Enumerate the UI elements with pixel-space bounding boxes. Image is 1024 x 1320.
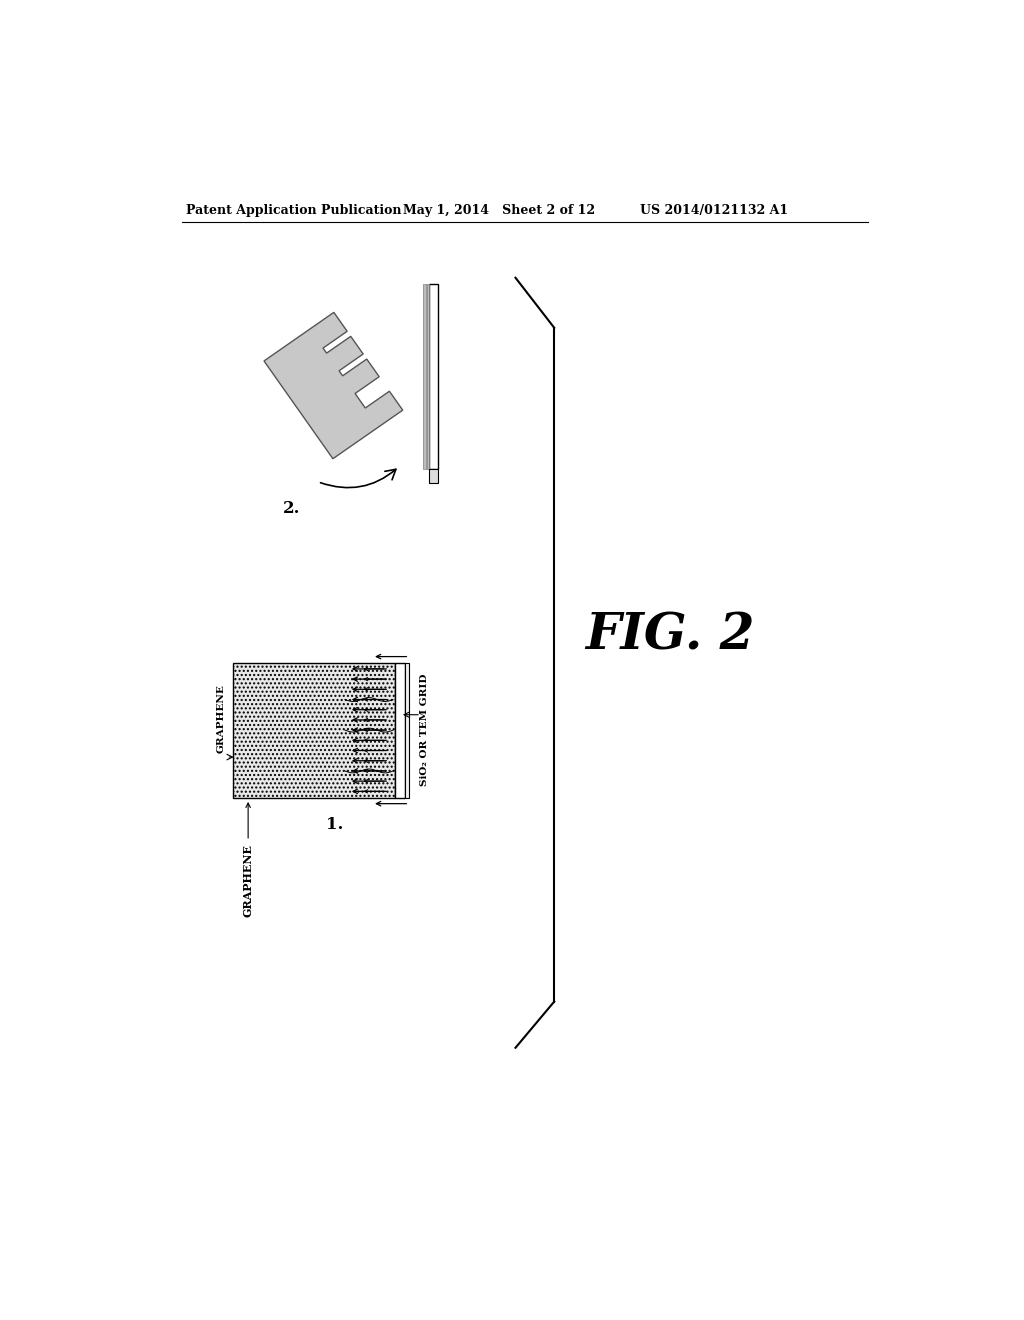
Text: 2.: 2.	[283, 500, 300, 517]
FancyArrowPatch shape	[321, 470, 396, 487]
Text: 1.: 1.	[326, 816, 343, 833]
Bar	[395, 663, 404, 797]
Text: GRAPHENE: GRAPHENE	[216, 684, 225, 754]
Bar	[423, 284, 429, 469]
Bar	[404, 663, 410, 797]
Text: SiO₂ OR TEM GRID: SiO₂ OR TEM GRID	[420, 675, 429, 787]
Text: FIG. 2: FIG. 2	[586, 611, 755, 660]
Bar	[429, 469, 438, 483]
Bar	[232, 663, 395, 797]
Bar	[429, 284, 438, 469]
Text: US 2014/0121132 A1: US 2014/0121132 A1	[640, 205, 787, 218]
Text: GRAPHENE: GRAPHENE	[243, 803, 254, 916]
Text: Patent Application Publication: Patent Application Publication	[186, 205, 401, 218]
Text: May 1, 2014   Sheet 2 of 12: May 1, 2014 Sheet 2 of 12	[403, 205, 595, 218]
Polygon shape	[264, 313, 402, 459]
